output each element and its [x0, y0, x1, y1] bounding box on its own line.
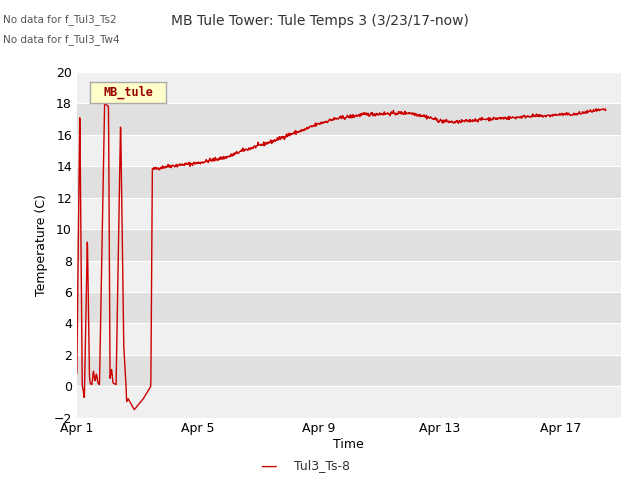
Text: MB_tule: MB_tule: [103, 86, 153, 99]
Bar: [77, 135, 621, 166]
Text: No data for f_Tul3_Tw4: No data for f_Tul3_Tw4: [3, 34, 120, 45]
Bar: [77, 386, 621, 418]
Bar: [77, 261, 621, 292]
Bar: [77, 324, 621, 355]
X-axis label: Time: Time: [333, 438, 364, 451]
Bar: [77, 292, 621, 324]
Bar: [77, 72, 621, 103]
Text: No data for f_Tul3_Ts2: No data for f_Tul3_Ts2: [3, 14, 117, 25]
Bar: [77, 166, 621, 198]
Y-axis label: Temperature (C): Temperature (C): [35, 194, 48, 296]
Text: Tul3_Ts-8: Tul3_Ts-8: [294, 459, 351, 472]
Text: —: —: [260, 456, 277, 475]
Bar: [77, 355, 621, 386]
Text: MB Tule Tower: Tule Temps 3 (3/23/17-now): MB Tule Tower: Tule Temps 3 (3/23/17-now…: [171, 14, 469, 28]
Bar: [77, 103, 621, 135]
Bar: [77, 229, 621, 261]
Bar: [77, 198, 621, 229]
